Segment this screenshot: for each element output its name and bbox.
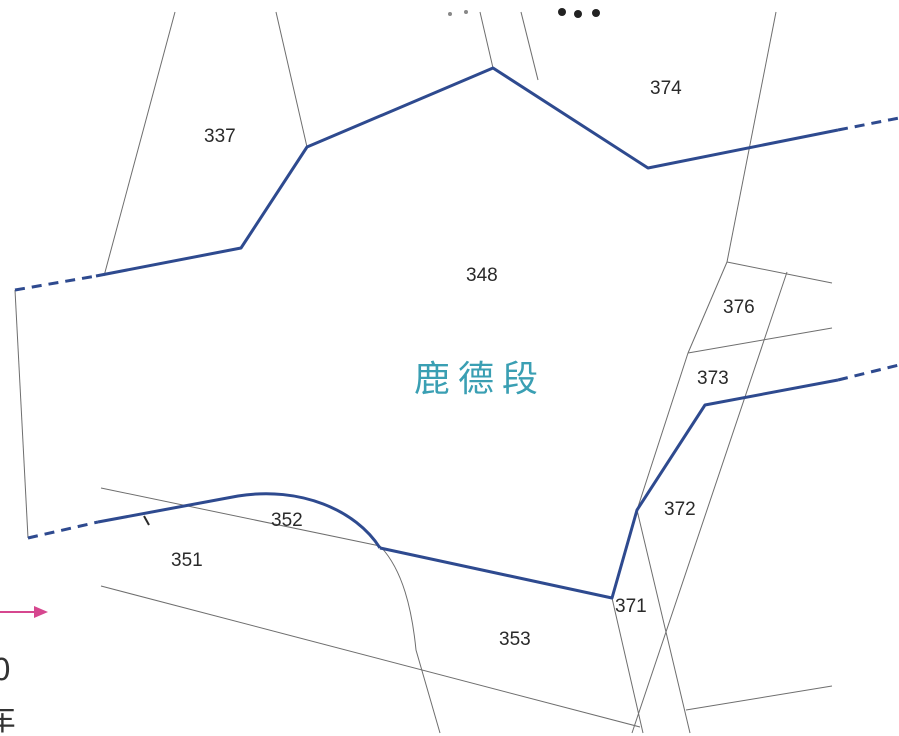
parcel-label: 371: [615, 596, 647, 617]
parcel-label: 352: [271, 510, 303, 531]
parcel-label: 374: [650, 78, 682, 99]
edge-digit: 0: [0, 653, 11, 688]
parcel-label: 353: [499, 629, 531, 650]
top-dots: [448, 8, 600, 18]
parcel-label: 376: [723, 297, 755, 318]
parcel-label: 372: [664, 499, 696, 520]
parcel-label: 373: [697, 368, 729, 389]
direction-arrow: [0, 606, 48, 618]
parcel-labels: 337 374 348 376 373 372 352 351 371 353: [171, 78, 755, 650]
section-name: 鹿德段: [414, 359, 546, 400]
edge-char: 车: [0, 703, 16, 736]
parcel-label: 337: [204, 126, 236, 147]
section-boundary: [14, 66, 899, 600]
parcel-label: 351: [171, 550, 203, 571]
parcel-lines: [14, 11, 833, 734]
parcel-label: 348: [466, 265, 498, 286]
boundary-tick: [143, 515, 150, 526]
